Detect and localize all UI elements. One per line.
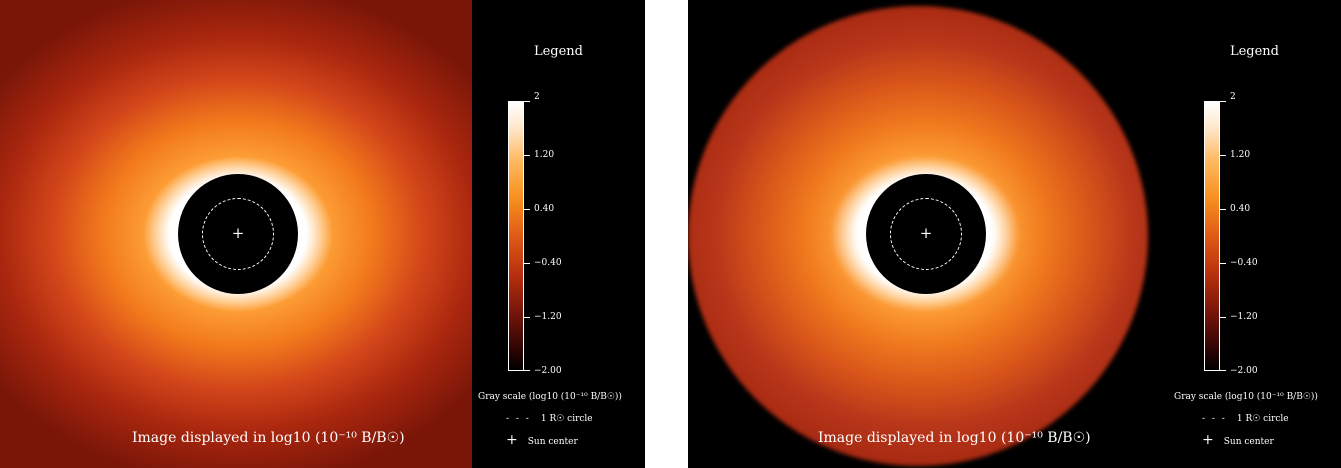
tick-label: 2 <box>534 92 540 102</box>
dashed-line-icon: - - - <box>1202 414 1227 424</box>
legend-panel: Legend 2 1.20 0.40 −0.40 −1.20 −2.00 Gra… <box>472 0 645 468</box>
tick-label: 1.20 <box>534 150 555 160</box>
tick-label: −0.40 <box>534 258 562 268</box>
tick-label: −2.00 <box>1230 366 1258 376</box>
tick-mark <box>524 317 530 318</box>
tick-label: −2.00 <box>534 366 562 376</box>
center-key: + Sun center <box>506 432 578 448</box>
tick-label: −0.40 <box>1230 258 1258 268</box>
tick-label: 0.40 <box>534 204 555 214</box>
circle-key-label: 1 R☉ circle <box>540 414 593 424</box>
tick-label: −1.20 <box>1230 312 1258 322</box>
dashed-line-icon: - - - <box>506 414 531 424</box>
coronagraph-image-right: + Image displayed in log10 (10⁻¹⁰ B/B☉) <box>688 0 1160 468</box>
circle-key: - - - 1 R☉ circle <box>506 414 593 424</box>
legend-panel: Legend 2 1.20 0.40 −0.40 −1.20 −2.00 Gra… <box>1168 0 1341 468</box>
legend-title: Legend <box>533 44 584 59</box>
circle-key-label: 1 R☉ circle <box>1236 414 1289 424</box>
coronagraph-panel-left: + Image displayed in log10 (10⁻¹⁰ B/B☉) … <box>0 0 645 468</box>
tick-mark <box>1220 263 1226 264</box>
tick-label: −1.20 <box>534 312 562 322</box>
coronagraph-panel-right: + Image displayed in log10 (10⁻¹⁰ B/B☉) … <box>688 0 1341 468</box>
sun-center-marker: + <box>919 224 933 242</box>
tick-mark <box>1220 101 1226 102</box>
tick-mark <box>524 101 530 102</box>
tick-mark <box>524 209 530 210</box>
tick-label: 2 <box>1230 92 1236 102</box>
center-key: + Sun center <box>1202 432 1274 448</box>
sun-center-marker: + <box>231 224 245 242</box>
tick-label: 1.20 <box>1230 150 1251 160</box>
tick-mark <box>524 370 530 371</box>
color-scale-bar <box>1204 101 1220 371</box>
scale-label: Gray scale (log10 (10⁻¹⁰ B/B☉)) <box>478 392 622 402</box>
tick-label: 0.40 <box>1230 204 1251 214</box>
tick-mark <box>1220 209 1226 210</box>
solar-radius-circle <box>890 198 962 270</box>
plus-icon: + <box>1202 432 1214 448</box>
tick-mark <box>524 155 530 156</box>
tick-mark <box>1220 155 1226 156</box>
tick-mark <box>1220 370 1226 371</box>
coronagraph-image-left: + Image displayed in log10 (10⁻¹⁰ B/B☉) <box>0 0 472 468</box>
color-scale-bar <box>508 101 524 371</box>
plus-icon: + <box>506 432 518 448</box>
scale-label: Gray scale (log10 (10⁻¹⁰ B/B☉)) <box>1174 392 1318 402</box>
legend-title: Legend <box>1229 44 1280 59</box>
center-key-label: Sun center <box>527 437 578 447</box>
solar-radius-circle <box>202 198 274 270</box>
circle-key: - - - 1 R☉ circle <box>1202 414 1289 424</box>
tick-mark <box>1220 317 1226 318</box>
center-key-label: Sun center <box>1223 437 1274 447</box>
image-caption: Image displayed in log10 (10⁻¹⁰ B/B☉) <box>132 430 405 446</box>
tick-mark <box>524 263 530 264</box>
image-caption: Image displayed in log10 (10⁻¹⁰ B/B☉) <box>818 430 1091 446</box>
